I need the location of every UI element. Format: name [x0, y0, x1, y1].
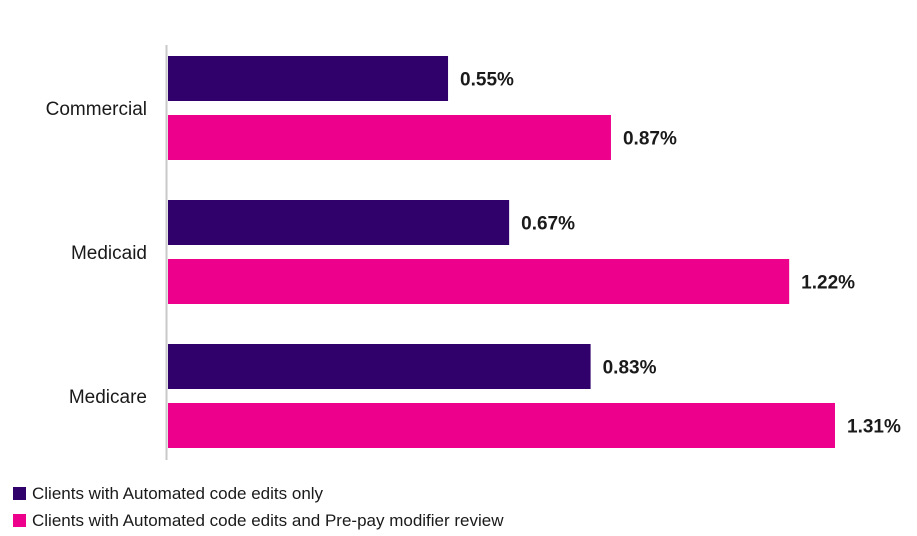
category-label-medicare: Medicare [69, 387, 147, 408]
bar-commercial-series-2 [168, 115, 611, 160]
bar-medicare-series-2 [168, 403, 835, 448]
data-label-commercial-series-1: 0.55% [460, 70, 514, 91]
category-labels: Commercial Medicaid Medicare [46, 99, 147, 408]
legend: Clients with Automated code edits only C… [13, 480, 504, 534]
legend-swatch-series-2 [13, 514, 26, 527]
bar-commercial-series-1 [168, 56, 449, 101]
data-label-medicaid-series-1: 0.67% [521, 214, 575, 235]
data-label-medicaid-series-2: 1.22% [801, 273, 855, 294]
bar-medicare-series-1 [168, 344, 591, 389]
legend-item-series-1: Clients with Automated code edits only [13, 480, 504, 507]
category-label-commercial: Commercial [46, 99, 147, 120]
bar-medicaid-series-2 [168, 259, 790, 304]
data-label-commercial-series-2: 0.87% [623, 129, 677, 150]
category-label-medicaid: Medicaid [71, 243, 147, 264]
legend-swatch-series-1 [13, 487, 26, 500]
value-labels: 0.55% 0.87% 0.67% 1.22% 0.83% 1.31% [460, 70, 901, 438]
legend-label-series-1: Clients with Automated code edits only [32, 483, 324, 503]
legend-label-series-2: Clients with Automated code edits and Pr… [32, 510, 504, 530]
data-label-medicare-series-1: 0.83% [603, 358, 657, 379]
bar-medicaid-series-1 [168, 200, 510, 245]
bars-group [168, 56, 835, 448]
bar-chart: Commercial Medicaid Medicare 0.55% 0.87% 0.6… [46, 45, 901, 460]
data-label-medicare-series-2: 1.31% [847, 417, 901, 438]
legend-item-series-2: Clients with Automated code edits and Pr… [13, 507, 504, 534]
